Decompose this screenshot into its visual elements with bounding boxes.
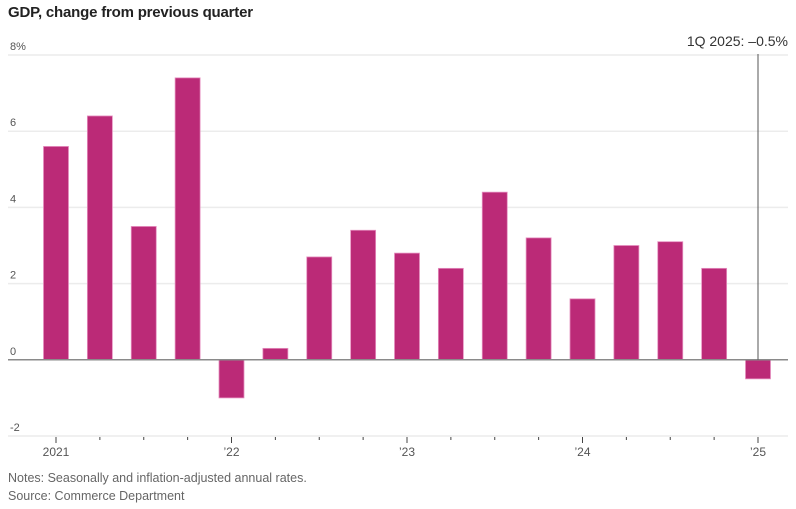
- source-text: Source: Commerce Department: [8, 489, 185, 503]
- bars: [43, 77, 771, 399]
- bar: [350, 229, 377, 361]
- gridlines: 8% 6 4 2 0 -2: [8, 41, 788, 437]
- bar: [43, 146, 69, 361]
- annotation: 1Q 2025: –0.5%: [687, 33, 788, 360]
- bar: [86, 115, 113, 361]
- x-tick-label: 2021: [43, 445, 70, 459]
- bar: [174, 77, 201, 361]
- bar: [745, 359, 771, 380]
- bar: [525, 237, 552, 361]
- y-tick-label: 0: [10, 346, 16, 358]
- y-tick-label: 8%: [10, 41, 26, 53]
- bar: [130, 226, 157, 361]
- y-tick-label: 2: [10, 270, 16, 282]
- bar: [657, 241, 684, 361]
- annotation-label: 1Q 2025: –0.5%: [687, 33, 788, 49]
- bar: [701, 267, 728, 361]
- notes-text: Notes: Seasonally and inflation-adjusted…: [8, 471, 307, 485]
- bar: [262, 347, 289, 361]
- bar: [306, 256, 333, 361]
- bar: [481, 191, 508, 361]
- x-tick-label: ’22: [223, 445, 239, 459]
- bar: [437, 267, 464, 361]
- bar: [613, 245, 640, 361]
- y-tick-label: 6: [10, 117, 16, 129]
- x-tick-label: ’24: [574, 445, 590, 459]
- y-tick-label: 4: [10, 193, 16, 205]
- bar: [569, 298, 596, 361]
- bar: [218, 359, 245, 399]
- bar: [394, 252, 420, 361]
- chart-title: GDP, change from previous quarter: [8, 4, 253, 21]
- axes: 2021 ’22 ’23 ’24 ’25: [8, 359, 788, 459]
- y-tick-label: -2: [10, 422, 20, 434]
- x-tick-label: ’23: [399, 445, 415, 459]
- x-tick-label: ’25: [750, 445, 766, 459]
